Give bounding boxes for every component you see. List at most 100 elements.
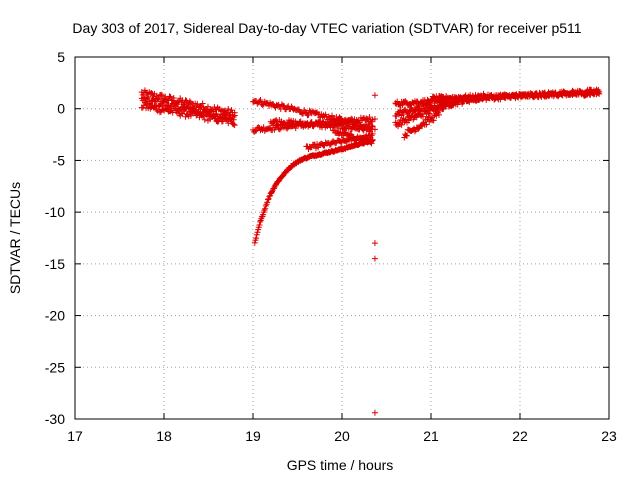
data-point bbox=[430, 117, 437, 124]
data-point bbox=[534, 93, 541, 100]
data-point bbox=[419, 103, 426, 110]
data-point bbox=[413, 103, 420, 110]
data-points bbox=[138, 86, 603, 416]
data-point bbox=[408, 113, 415, 120]
data-point bbox=[398, 121, 405, 128]
data-point bbox=[369, 123, 376, 130]
data-point bbox=[347, 130, 354, 137]
data-point bbox=[259, 101, 266, 108]
y-tick-label: -10 bbox=[45, 204, 65, 220]
data-point bbox=[357, 123, 364, 130]
data-point bbox=[371, 255, 378, 262]
x-tick-label: 20 bbox=[334, 428, 350, 444]
data-point bbox=[371, 116, 378, 123]
y-tick-label: 0 bbox=[57, 101, 65, 117]
data-point bbox=[264, 196, 271, 203]
data-point bbox=[230, 121, 237, 128]
data-point bbox=[145, 94, 152, 101]
x-tick-label: 19 bbox=[245, 428, 261, 444]
data-point bbox=[366, 114, 373, 121]
data-point bbox=[181, 106, 188, 113]
data-point bbox=[371, 126, 378, 133]
data-point bbox=[256, 222, 263, 229]
data-point bbox=[329, 112, 336, 119]
data-point bbox=[251, 239, 258, 246]
data-point bbox=[596, 90, 603, 97]
data-point bbox=[148, 89, 155, 96]
data-point bbox=[283, 121, 290, 128]
data-point bbox=[423, 121, 430, 128]
data-point bbox=[285, 166, 292, 173]
data-point bbox=[262, 202, 269, 209]
data-point bbox=[261, 207, 268, 214]
data-point bbox=[276, 126, 283, 133]
y-tick-label: -25 bbox=[45, 359, 65, 375]
x-tick-label: 17 bbox=[67, 428, 83, 444]
data-point bbox=[216, 113, 223, 120]
data-point bbox=[436, 111, 443, 118]
data-point bbox=[170, 94, 177, 101]
data-point bbox=[403, 132, 410, 139]
data-point bbox=[179, 110, 186, 117]
data-point bbox=[419, 113, 426, 120]
data-point bbox=[153, 106, 160, 113]
y-axis-title: SDTVAR / TECUs bbox=[7, 182, 23, 294]
x-tick-label: 23 bbox=[601, 428, 617, 444]
data-point bbox=[212, 112, 219, 119]
y-tick-label: -20 bbox=[45, 308, 65, 324]
data-point bbox=[175, 106, 182, 113]
x-tick-labels: 17 18 19 20 21 22 23 bbox=[67, 428, 617, 444]
data-point bbox=[371, 92, 378, 99]
data-point bbox=[231, 122, 238, 129]
data-point bbox=[153, 92, 160, 99]
data-point bbox=[166, 93, 173, 100]
axis-ticks bbox=[74, 56, 610, 420]
x-tick-label: 21 bbox=[423, 428, 439, 444]
data-point bbox=[225, 120, 232, 127]
data-point bbox=[231, 112, 238, 119]
data-point bbox=[253, 235, 260, 242]
data-point bbox=[360, 127, 367, 134]
y-tick-labels: 5 0 -5 -10 -15 -20 -25 -30 bbox=[45, 49, 65, 427]
data-point bbox=[173, 101, 180, 108]
data-point bbox=[186, 98, 193, 105]
data-point bbox=[265, 195, 272, 202]
data-point bbox=[428, 113, 435, 120]
y-tick-label: 5 bbox=[57, 49, 65, 65]
y-tick-label: -30 bbox=[45, 411, 65, 427]
data-point bbox=[257, 218, 264, 225]
data-point bbox=[368, 132, 375, 139]
data-point bbox=[163, 99, 170, 106]
data-point bbox=[292, 125, 299, 132]
data-point bbox=[336, 116, 343, 123]
data-point bbox=[424, 106, 431, 113]
data-point bbox=[426, 110, 433, 117]
data-point bbox=[337, 121, 344, 128]
data-point bbox=[308, 119, 315, 126]
data-point bbox=[342, 125, 349, 132]
data-point bbox=[154, 96, 161, 103]
data-point bbox=[371, 409, 378, 416]
x-axis-title: GPS time / hours bbox=[287, 457, 394, 473]
data-point bbox=[159, 92, 166, 99]
x-tick-label: 22 bbox=[512, 428, 528, 444]
y-tick-label: -5 bbox=[53, 152, 66, 168]
data-point bbox=[431, 104, 438, 111]
data-point bbox=[338, 122, 345, 129]
y-tick-label: -15 bbox=[45, 256, 65, 272]
data-point bbox=[225, 106, 232, 113]
x-tick-label: 18 bbox=[156, 428, 172, 444]
data-point bbox=[155, 103, 162, 110]
data-point bbox=[262, 205, 269, 212]
data-point bbox=[182, 97, 189, 104]
data-point bbox=[371, 240, 378, 247]
data-point bbox=[201, 116, 208, 123]
data-point bbox=[202, 110, 209, 117]
data-point bbox=[227, 115, 234, 122]
data-point bbox=[167, 93, 174, 100]
data-point bbox=[467, 92, 474, 99]
chart-title: Day 303 of 2017, Sidereal Day-to-day VTE… bbox=[72, 20, 581, 36]
data-point bbox=[369, 137, 376, 144]
data-point bbox=[257, 97, 264, 104]
